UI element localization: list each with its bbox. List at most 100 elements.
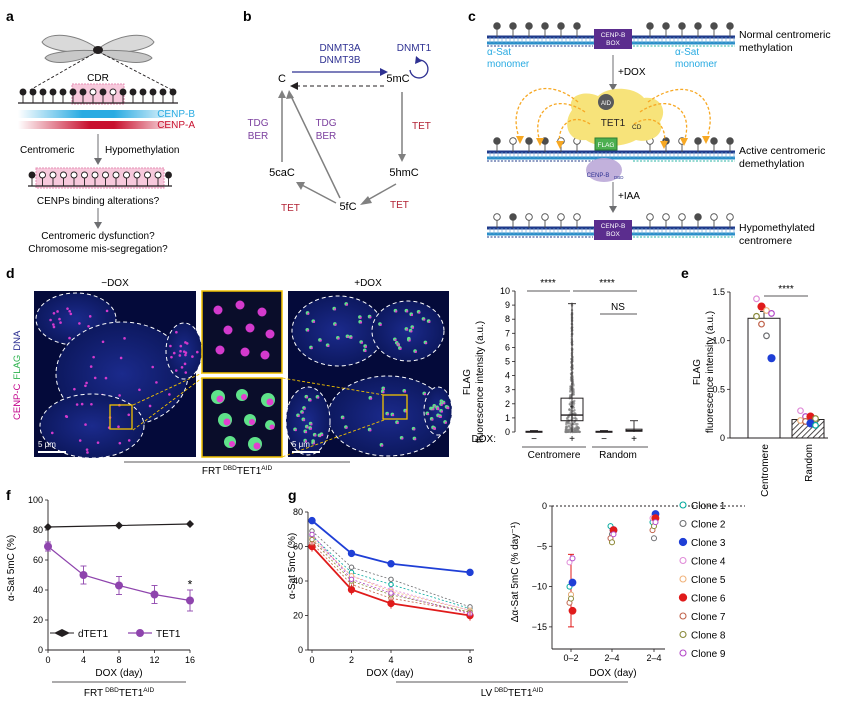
cpg-site	[525, 137, 533, 145]
dox-sign: +	[631, 434, 637, 445]
legend-marker-clone-8	[679, 630, 687, 639]
cpg-site	[493, 213, 501, 221]
cpg-site	[573, 213, 581, 221]
cenp-c-spot	[183, 362, 187, 366]
node-5fc: 5fC	[339, 201, 356, 213]
cenp-c-spot	[85, 381, 88, 385]
cenp-c-spot	[184, 341, 187, 344]
cpg-site	[79, 88, 87, 96]
cenp-c-spot	[88, 315, 92, 318]
cenp-c-spot	[101, 340, 105, 344]
tet1-label: TET1	[601, 118, 626, 129]
cpg-site	[493, 22, 501, 30]
cdr-box	[71, 83, 125, 105]
cenp-c-spot	[306, 329, 310, 332]
boxplot-ytick-label: 7	[505, 328, 510, 338]
rate-ytick-label: −10	[532, 582, 547, 592]
data-point	[572, 392, 575, 395]
legend-marker-clone-6	[678, 593, 688, 602]
cenp-c-spot	[414, 438, 417, 441]
cenp-c-spot-zoom	[229, 441, 235, 447]
question-missegregation: Chromosome mis-segregation?	[28, 244, 168, 255]
cenp-c-spot-zoom	[260, 350, 270, 360]
cenp-c-spot-zoom	[240, 347, 250, 357]
cenp-c-spot	[314, 434, 317, 437]
g-line-chart: 0 20 40 60 80 0 2 4 8	[293, 507, 474, 665]
cpg-site	[646, 22, 654, 30]
plus-dox-label: +DOX	[354, 278, 382, 289]
cenp-c-spot	[345, 303, 349, 306]
cpg-site	[109, 88, 117, 96]
cenp-b-box-label: BOX	[606, 40, 620, 47]
cenp-c-spot	[89, 365, 93, 368]
cenp-c-spot	[396, 421, 399, 425]
cenp-c-spot	[369, 316, 372, 319]
cenp-b-gradient	[18, 110, 178, 118]
cenp-c-spot	[184, 371, 188, 374]
cenp-c-spot	[327, 344, 330, 348]
tdg-label-1: TDG	[247, 118, 268, 129]
data-point	[565, 425, 569, 429]
bar-centromere	[747, 317, 781, 439]
g-point	[466, 568, 474, 577]
boxplot-points	[564, 302, 582, 434]
bar-data-point	[758, 320, 765, 328]
cenp-c-spot	[105, 309, 109, 313]
panel-label-a: a	[6, 8, 14, 24]
cenp-c-spot	[370, 397, 373, 400]
panel-e: 0 0.5 1.0 1.5 Centromere Random FLAG fluoresc…	[692, 284, 828, 497]
channel-cenp-c: CENP-C	[12, 383, 23, 420]
cenp-c-spot	[169, 344, 172, 348]
cpg-site	[19, 88, 27, 96]
cenp-c-spot	[127, 413, 131, 417]
ns-label: NS	[611, 302, 625, 313]
boxplot-mean: +	[570, 403, 575, 412]
g-series-9	[311, 534, 471, 615]
bar-data-point	[812, 421, 819, 429]
group-centromere: Centromere	[528, 450, 581, 461]
normal-methylation-line1: Normal centromeric	[739, 29, 831, 41]
bar-ytick-label: 0	[720, 433, 725, 443]
cpg-site	[726, 137, 734, 145]
cenp-c-spot	[68, 336, 71, 340]
micrograph-plus-dox	[285, 291, 453, 457]
cpg-site	[525, 213, 533, 221]
cpg-site	[557, 213, 565, 221]
g-ylabel: α-Sat 5mC (%)	[287, 533, 298, 599]
cenp-c-spot	[52, 325, 56, 329]
cenp-c-spot-zoom	[269, 424, 275, 430]
flag-tag	[594, 137, 618, 151]
cenp-c-spot	[381, 444, 384, 447]
cpg-site	[726, 213, 734, 221]
tet1-cd-subscript: CD	[632, 124, 642, 131]
boxplot-ytick-label: 4	[505, 371, 510, 381]
bar-data-point	[768, 310, 775, 317]
cenp-c-spot	[50, 431, 54, 435]
f-xtick-label: 8	[116, 655, 121, 665]
cenp-c-spot-zoom	[223, 325, 233, 335]
panel-label-b: b	[243, 8, 252, 24]
arrow-5fc-to-5cac	[299, 183, 337, 204]
cenp-c-spot	[309, 427, 313, 430]
alpha-sat-label-right: α-Sat	[675, 47, 699, 58]
f-ytick-label: 100	[28, 495, 43, 505]
boxplot-ytick-label: 0	[505, 427, 510, 437]
cenp-c-spot	[127, 439, 131, 442]
cenp-c-spot	[310, 347, 313, 350]
cpg-site	[91, 171, 99, 179]
zoom-box	[382, 394, 408, 420]
f-xtick-label: 12	[149, 655, 159, 665]
cenp-c-spot	[319, 339, 322, 342]
chromosome-icon	[41, 34, 155, 63]
data-point	[573, 408, 576, 412]
rate-point	[568, 606, 577, 615]
clone-legend: Clone 1 Clone 2 Clone 3 Clone 4 Clone 5 Clone…	[678, 501, 726, 660]
dbd-subscript: DBD	[614, 175, 624, 180]
data-point	[569, 411, 572, 414]
node-5cac: 5caC	[269, 167, 295, 179]
cenp-c-spot	[413, 428, 416, 431]
data-point	[572, 406, 576, 409]
nucleus-outline	[371, 300, 445, 362]
cpg-site	[133, 171, 141, 179]
bar-data-point	[753, 312, 760, 320]
